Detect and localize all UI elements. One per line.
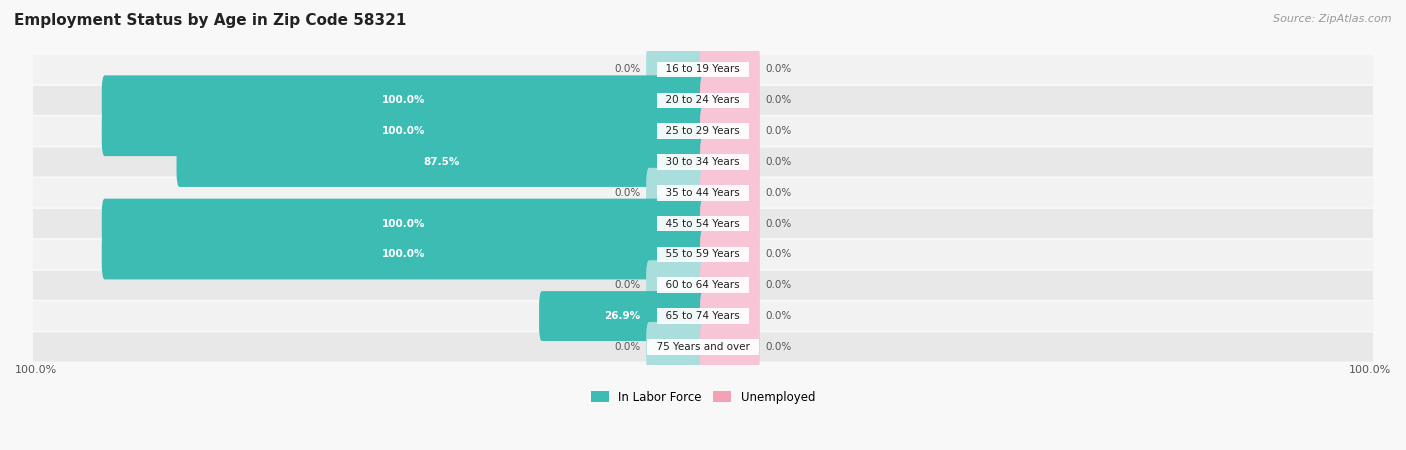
Text: 0.0%: 0.0% [766,249,792,260]
FancyBboxPatch shape [101,198,706,248]
Text: 0.0%: 0.0% [766,95,792,105]
Text: 87.5%: 87.5% [423,157,460,167]
Text: 65 to 74 Years: 65 to 74 Years [659,311,747,321]
FancyBboxPatch shape [32,55,1374,84]
FancyBboxPatch shape [101,75,706,125]
Text: 0.0%: 0.0% [766,157,792,167]
Text: 0.0%: 0.0% [614,280,640,290]
FancyBboxPatch shape [32,86,1374,115]
Text: Employment Status by Age in Zip Code 58321: Employment Status by Age in Zip Code 583… [14,14,406,28]
Text: 100.0%: 100.0% [15,365,58,375]
Text: 100.0%: 100.0% [382,95,426,105]
Text: 0.0%: 0.0% [614,188,640,198]
FancyBboxPatch shape [32,271,1374,300]
Text: 75 Years and over: 75 Years and over [650,342,756,352]
Text: 45 to 54 Years: 45 to 54 Years [659,219,747,229]
FancyBboxPatch shape [700,260,759,310]
FancyBboxPatch shape [647,168,706,218]
Text: 0.0%: 0.0% [614,342,640,352]
FancyBboxPatch shape [700,230,759,279]
FancyBboxPatch shape [647,45,706,94]
FancyBboxPatch shape [32,178,1374,207]
Text: 100.0%: 100.0% [382,219,426,229]
Text: 100.0%: 100.0% [382,126,426,136]
FancyBboxPatch shape [700,137,759,187]
FancyBboxPatch shape [32,148,1374,176]
Text: 0.0%: 0.0% [766,64,792,75]
FancyBboxPatch shape [700,322,759,372]
FancyBboxPatch shape [32,302,1374,331]
FancyBboxPatch shape [700,291,759,341]
Text: Source: ZipAtlas.com: Source: ZipAtlas.com [1274,14,1392,23]
Text: 60 to 64 Years: 60 to 64 Years [659,280,747,290]
FancyBboxPatch shape [32,209,1374,238]
Text: 35 to 44 Years: 35 to 44 Years [659,188,747,198]
Text: 100.0%: 100.0% [1348,365,1391,375]
Text: 100.0%: 100.0% [382,249,426,260]
Text: 55 to 59 Years: 55 to 59 Years [659,249,747,260]
FancyBboxPatch shape [32,117,1374,146]
Text: 20 to 24 Years: 20 to 24 Years [659,95,747,105]
FancyBboxPatch shape [647,260,706,310]
FancyBboxPatch shape [700,75,759,125]
FancyBboxPatch shape [101,230,706,279]
FancyBboxPatch shape [700,106,759,156]
FancyBboxPatch shape [32,333,1374,361]
Text: 26.9%: 26.9% [605,311,641,321]
FancyBboxPatch shape [700,168,759,218]
Text: 0.0%: 0.0% [766,280,792,290]
Text: 0.0%: 0.0% [766,188,792,198]
Text: 16 to 19 Years: 16 to 19 Years [659,64,747,75]
Legend: In Labor Force, Unemployed: In Labor Force, Unemployed [591,391,815,404]
Text: 0.0%: 0.0% [766,219,792,229]
FancyBboxPatch shape [700,45,759,94]
FancyBboxPatch shape [538,291,706,341]
Text: 30 to 34 Years: 30 to 34 Years [659,157,747,167]
FancyBboxPatch shape [177,137,706,187]
FancyBboxPatch shape [647,322,706,372]
FancyBboxPatch shape [700,198,759,248]
Text: 0.0%: 0.0% [766,342,792,352]
FancyBboxPatch shape [101,106,706,156]
Text: 0.0%: 0.0% [766,311,792,321]
Text: 0.0%: 0.0% [766,126,792,136]
FancyBboxPatch shape [32,240,1374,269]
Text: 0.0%: 0.0% [614,64,640,75]
Text: 25 to 29 Years: 25 to 29 Years [659,126,747,136]
